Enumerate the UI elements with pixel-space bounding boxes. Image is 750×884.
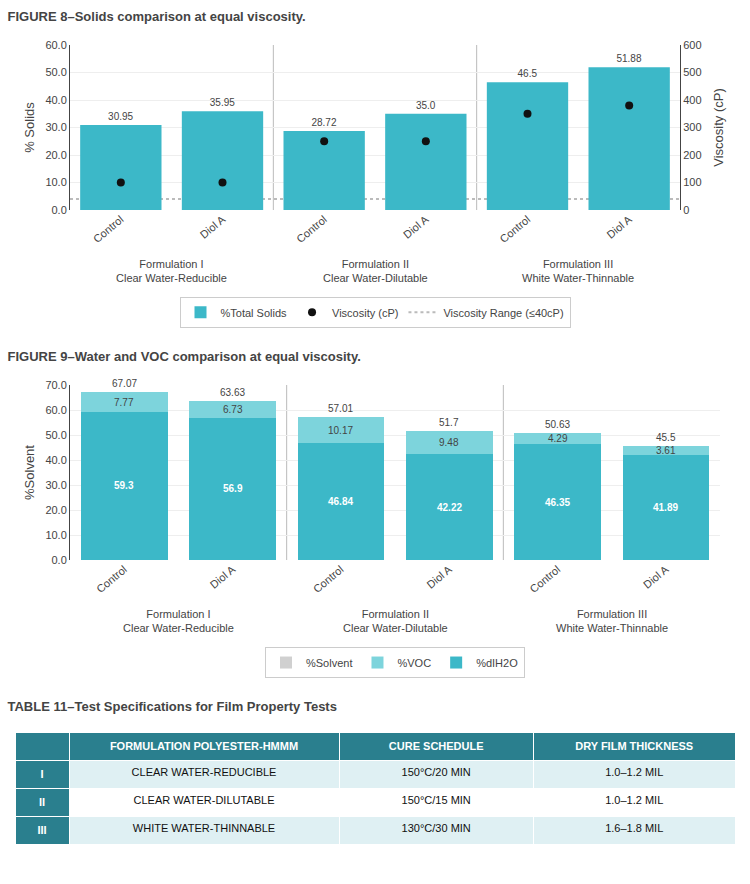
svg-text:70.0: 70.0 [45,379,66,391]
svg-text:30.0: 30.0 [45,121,66,133]
svg-text:DRY FILM THICKNESS: DRY FILM THICKNESS [575,740,693,752]
svg-text:Control: Control [527,563,562,595]
svg-text:CLEAR WATER-REDUCIBLE: CLEAR WATER-REDUCIBLE [132,766,277,778]
svg-text:67.07: 67.07 [112,378,137,389]
svg-text:600: 600 [683,39,701,51]
svg-text:% Solids: % Solids [22,102,37,153]
svg-text:63.63: 63.63 [220,387,245,398]
svg-text:500: 500 [683,66,701,78]
svg-text:41.89: 41.89 [653,502,678,513]
svg-text:Diol A: Diol A [604,213,634,241]
svg-text:150°C/20 MIN: 150°C/20 MIN [402,766,471,778]
svg-text:56.9: 56.9 [223,483,243,494]
svg-text:FIGURE 8–Solids comparison at: FIGURE 8–Solids comparison at equal visc… [8,9,306,24]
svg-text:1.0–1.2 MIL: 1.0–1.2 MIL [605,766,663,778]
svg-text:%VOC: %VOC [397,657,431,669]
svg-text:400: 400 [683,94,701,106]
svg-text:50.0: 50.0 [45,429,66,441]
svg-text:TABLE 11–Test Specifications f: TABLE 11–Test Specifications for Film Pr… [8,699,337,714]
svg-text:51.7: 51.7 [439,417,459,428]
svg-text:I: I [40,768,43,780]
svg-text:35.0: 35.0 [416,100,436,111]
svg-text:20.0: 20.0 [45,504,66,516]
svg-text:10.0: 10.0 [45,176,66,188]
svg-text:7.77: 7.77 [114,397,134,408]
svg-text:100: 100 [683,176,701,188]
svg-text:35.95: 35.95 [210,97,235,108]
svg-text:FORMULATION POLYESTER-HMMM: FORMULATION POLYESTER-HMMM [110,740,298,752]
svg-text:50.63: 50.63 [545,419,570,430]
svg-text:III: III [37,824,46,836]
svg-text:CLEAR WATER-DILUTABLE: CLEAR WATER-DILUTABLE [134,794,275,806]
svg-text:150°C/15 MIN: 150°C/15 MIN [402,794,471,806]
svg-text:10.17: 10.17 [328,425,353,436]
svg-text:Control: Control [311,563,346,595]
svg-text:CURE SCHEDULE: CURE SCHEDULE [389,740,484,752]
svg-text:Formulation IIClear Water-Dilu: Formulation IIClear Water-Dilutable [343,608,448,634]
svg-text:40.0: 40.0 [45,94,66,106]
svg-text:Viscosity (cP): Viscosity (cP) [711,88,726,167]
svg-text:%Total Solids: %Total Solids [221,307,288,319]
svg-text:300: 300 [683,121,701,133]
svg-text:57.01: 57.01 [328,403,353,414]
svg-text:Control: Control [294,213,329,245]
svg-text:FIGURE 9–Water and VOC compari: FIGURE 9–Water and VOC comparison at equ… [8,349,361,364]
svg-text:0: 0 [683,204,689,216]
svg-text:%Solvent: %Solvent [22,445,37,500]
svg-text:46.84: 46.84 [328,496,353,507]
svg-text:28.72: 28.72 [311,117,336,128]
svg-text:200: 200 [683,149,701,161]
svg-text:Viscosity Range (≤40cP): Viscosity Range (≤40cP) [443,307,563,319]
svg-text:10.0: 10.0 [45,529,66,541]
svg-text:%dIH2O: %dIH2O [476,657,518,669]
svg-text:Viscosity (cP): Viscosity (cP) [332,307,398,319]
svg-text:9.48: 9.48 [439,437,459,448]
svg-text:Formulation IIIWhite Water-Thi: Formulation IIIWhite Water-Thinnable [556,608,668,634]
svg-text:Diol A: Diol A [424,563,454,591]
svg-text:Formulation IClear Water-Reduc: Formulation IClear Water-Reducible [116,258,227,284]
svg-text:4.29: 4.29 [548,433,568,444]
svg-text:%Solvent: %Solvent [306,657,352,669]
svg-text:Diol A: Diol A [641,563,671,591]
svg-text:46.35: 46.35 [545,497,570,508]
svg-text:45.5: 45.5 [656,432,676,443]
svg-text:Control: Control [497,213,532,245]
svg-text:59.3: 59.3 [114,480,134,491]
svg-text:Control: Control [91,213,126,245]
svg-text:II: II [39,796,45,808]
svg-text:6.73: 6.73 [223,404,243,415]
svg-text:3.61: 3.61 [656,445,676,456]
svg-text:30.95: 30.95 [108,111,133,122]
svg-text:Diol A: Diol A [198,213,228,241]
svg-text:Formulation IClear Water-Reduc: Formulation IClear Water-Reducible [123,608,234,634]
svg-text:1.0–1.2 MIL: 1.0–1.2 MIL [605,794,663,806]
svg-text:Diol A: Diol A [208,563,238,591]
svg-text:1.6–1.8 MIL: 1.6–1.8 MIL [605,822,663,834]
svg-text:40.0: 40.0 [45,454,66,466]
svg-text:46.5: 46.5 [518,68,538,79]
svg-text:30.0: 30.0 [45,479,66,491]
svg-text:Control: Control [94,563,129,595]
svg-text:0.0: 0.0 [52,204,67,216]
svg-text:Formulation IIClear Water-Dilu: Formulation IIClear Water-Dilutable [323,258,428,284]
svg-text:20.0: 20.0 [45,149,66,161]
svg-text:60.0: 60.0 [45,404,66,416]
svg-text:Diol A: Diol A [401,213,431,241]
svg-text:60.0: 60.0 [45,39,66,51]
svg-text:130°C/30 MIN: 130°C/30 MIN [402,822,471,834]
svg-text:50.0: 50.0 [45,66,66,78]
svg-text:42.22: 42.22 [437,502,462,513]
svg-text:WHITE WATER-THINNABLE: WHITE WATER-THINNABLE [133,822,275,834]
svg-text:0.0: 0.0 [52,554,67,566]
svg-text:Formulation IIIWhite Water-Thi: Formulation IIIWhite Water-Thinnable [522,258,634,284]
svg-text:51.88: 51.88 [616,53,641,64]
